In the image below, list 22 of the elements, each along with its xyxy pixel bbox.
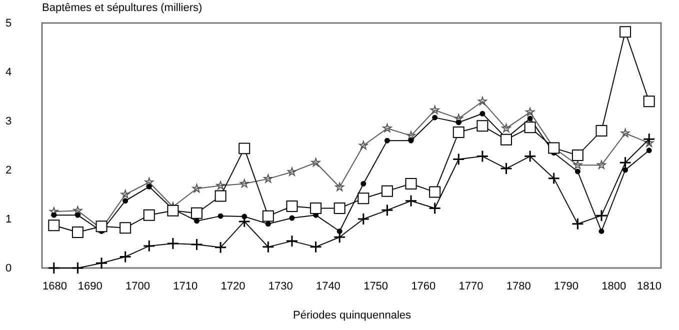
- x-tick-label: 1720: [220, 280, 246, 292]
- y-tick-label: 0: [6, 262, 12, 274]
- x-tick-label: 1690: [78, 280, 102, 292]
- x-tick-label: 1810: [637, 280, 662, 292]
- x-tick-label: 1740: [316, 280, 340, 292]
- x-tick-label: 1680: [42, 280, 67, 292]
- x-tick-label: 1770: [458, 280, 484, 292]
- y-axis-title: Baptêmes et sépultures (milliers): [42, 2, 202, 14]
- x-axis-title: Périodes quinquennales: [292, 310, 412, 322]
- x-tick-label: 1730: [268, 280, 293, 292]
- x-tick-label: 1780: [506, 280, 531, 292]
- y-tick-label: 2: [6, 164, 12, 176]
- x-tick-label: 1700: [125, 280, 150, 292]
- y-tick-label: 4: [6, 66, 12, 78]
- x-tick-label: 1800: [602, 280, 626, 292]
- x-tick-label: 1790: [554, 280, 579, 292]
- y-tick-label: 1: [6, 214, 12, 226]
- x-tick-label: 1750: [364, 280, 388, 292]
- y-tick-label: 5: [6, 18, 12, 30]
- x-tick-label: 1710: [173, 280, 198, 292]
- x-tick-label: 1760: [411, 280, 436, 292]
- y-tick-label: 3: [6, 116, 12, 128]
